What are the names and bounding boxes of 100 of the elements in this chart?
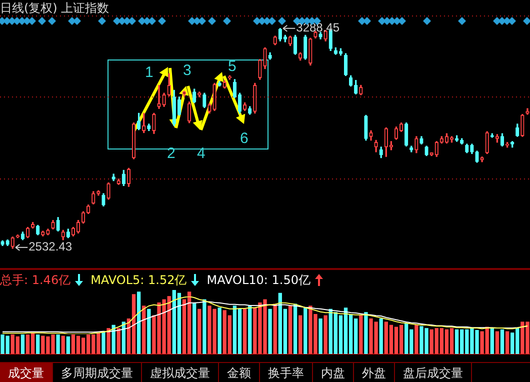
candlestick [460, 138, 464, 144]
candlestick [51, 220, 55, 230]
candlestick [112, 174, 116, 182]
bar [359, 315, 363, 354]
bar [490, 328, 494, 354]
bar [192, 302, 196, 354]
bar [379, 318, 383, 354]
text: 换手率 [260, 363, 313, 382]
bar [122, 322, 126, 354]
candlestick [475, 150, 479, 163]
bar [112, 324, 116, 354]
bar [147, 308, 151, 354]
candlestick [334, 47, 338, 55]
candlestick [96, 190, 100, 196]
candlestick [102, 193, 106, 206]
series-label: MAVOL10: 1.50亿 [206, 272, 310, 288]
bar [500, 329, 504, 354]
candlestick [106, 182, 110, 200]
candlestick [308, 38, 312, 66]
candlestick [268, 52, 272, 60]
bar [116, 328, 120, 354]
bar [106, 328, 110, 354]
candlestick [248, 106, 252, 115]
bar [218, 308, 222, 354]
candlestick [495, 134, 500, 143]
bar [248, 306, 252, 354]
candlestick [122, 170, 126, 186]
annotation: 2532.43 [28, 240, 72, 254]
bar [505, 331, 510, 354]
bar [414, 324, 418, 354]
candlestick [359, 84, 363, 96]
bar [142, 306, 146, 354]
candlestick [41, 230, 45, 236]
candlestick [490, 133, 494, 138]
candlestick [364, 114, 368, 141]
candlestick [404, 122, 408, 146]
candlestick [258, 59, 262, 80]
candlestick [354, 80, 358, 94]
bar [304, 308, 308, 354]
text: 金额 [219, 363, 260, 382]
text: 虚拟成交量 [142, 363, 219, 382]
candlestick [485, 131, 489, 154]
candlestick [374, 140, 378, 152]
candlestick [298, 52, 302, 61]
candlestick [338, 48, 343, 56]
text: 成交量 [0, 363, 53, 382]
candlestick [424, 146, 428, 156]
text: 多周期成交量 [53, 363, 142, 382]
bar [364, 312, 368, 354]
candlestick [283, 34, 288, 42]
candlestick [470, 144, 474, 154]
candlestick [6, 239, 10, 246]
bar [273, 304, 277, 354]
candlestick [46, 228, 50, 236]
bar [56, 334, 60, 354]
bar [102, 331, 106, 354]
candlestick [500, 133, 504, 146]
series-label: MAVOL5: 1.52亿 [90, 272, 187, 288]
candlestick [92, 191, 96, 204]
text: 内盘 [313, 363, 354, 382]
chart-title: 日线(复权) 上证指数 [0, 0, 110, 17]
candlestick [56, 217, 60, 232]
candlestick [253, 82, 257, 114]
candlestick [304, 34, 308, 60]
bar [20, 334, 25, 354]
candlestick [10, 236, 14, 249]
candlestick [278, 28, 282, 42]
bar [136, 292, 141, 354]
annotation: 6 [240, 130, 248, 147]
bar [268, 308, 272, 354]
bar [66, 336, 70, 354]
legend-label: 总手: 1.46亿 [0, 272, 71, 288]
candlestick [440, 136, 444, 144]
candlestick [369, 130, 373, 141]
candlestick [20, 232, 25, 240]
bar [298, 315, 302, 354]
candlestick [384, 127, 388, 157]
candlestick [314, 30, 318, 38]
candlestick [30, 222, 35, 229]
bar [293, 304, 298, 354]
bar [495, 331, 500, 354]
text: 外盘 [354, 363, 395, 382]
candlestick [86, 204, 90, 214]
candlestick [116, 178, 120, 185]
candlestick [0, 240, 4, 246]
candlestick [263, 47, 267, 70]
bar [61, 336, 65, 354]
bar [288, 306, 292, 354]
candlestick [293, 34, 298, 55]
text: 盘后成交量 [395, 363, 472, 382]
bar [318, 318, 322, 354]
bar [198, 308, 202, 354]
bar [36, 334, 40, 354]
bar [324, 315, 328, 354]
candlestick [273, 36, 277, 46]
candlestick [318, 32, 322, 40]
candlestick [526, 108, 530, 115]
candlestick [516, 124, 520, 137]
candlestick [520, 114, 524, 137]
candlestick [420, 136, 424, 144]
